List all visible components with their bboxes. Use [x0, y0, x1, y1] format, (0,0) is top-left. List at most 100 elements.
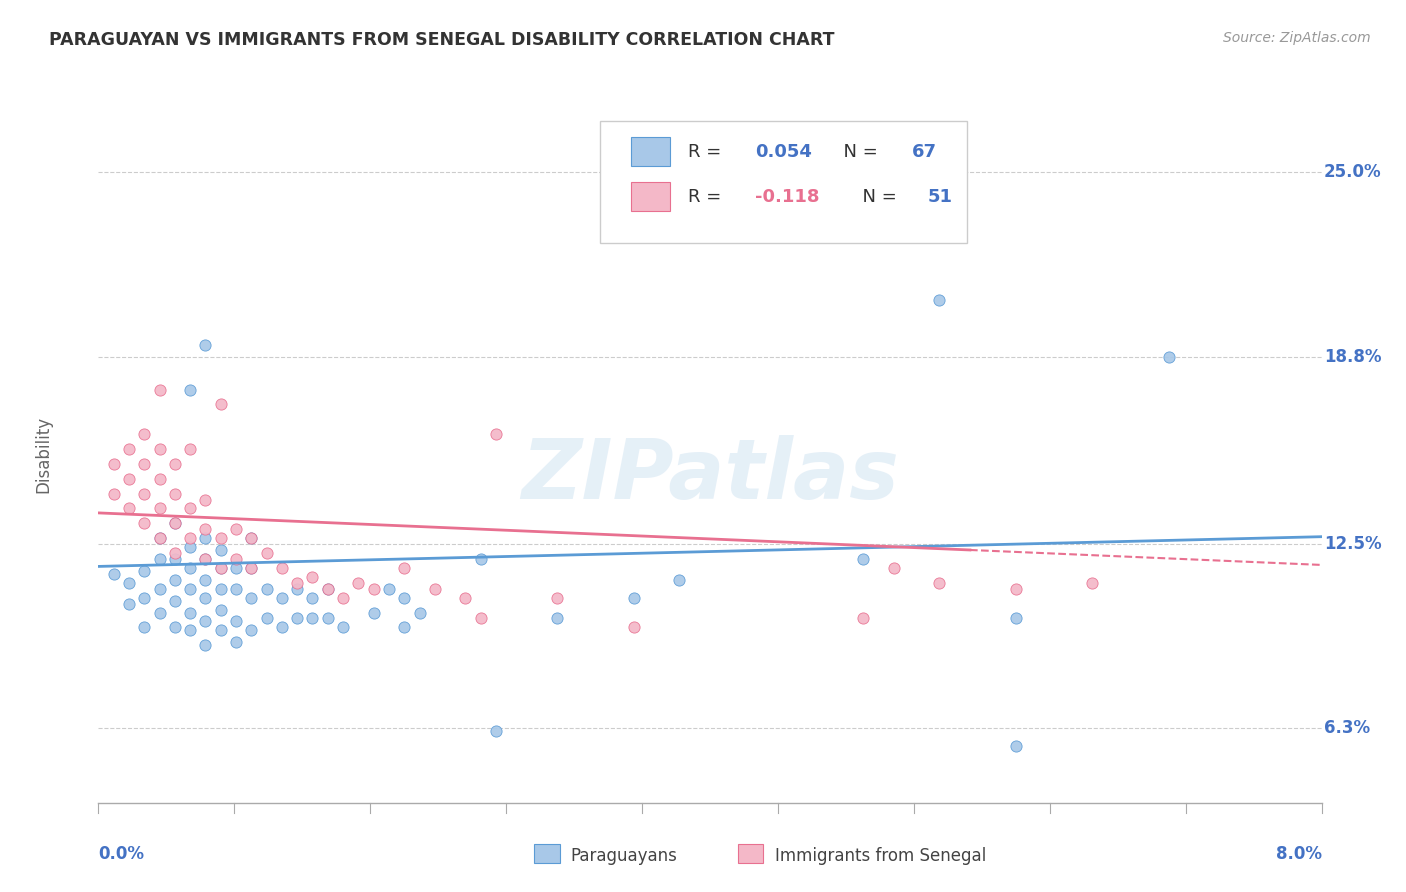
Text: R =: R = — [688, 143, 727, 161]
Point — [179, 540, 201, 554]
Point — [256, 582, 278, 596]
Point — [118, 597, 141, 611]
Point — [134, 564, 156, 578]
Text: Disability: Disability — [34, 417, 52, 493]
Point — [209, 561, 232, 575]
Point — [163, 593, 186, 607]
Point — [179, 383, 201, 397]
Point — [194, 522, 217, 536]
Point — [668, 573, 690, 587]
Point — [470, 611, 492, 625]
Point — [194, 638, 217, 652]
Point — [256, 611, 278, 625]
Text: ZIPatlas: ZIPatlas — [522, 435, 898, 516]
Point — [225, 615, 247, 629]
Text: 8.0%: 8.0% — [1275, 845, 1322, 863]
Text: Paraguayans: Paraguayans — [571, 847, 678, 865]
Point — [149, 582, 172, 596]
Point — [103, 457, 125, 471]
Point — [179, 606, 201, 620]
Text: 51: 51 — [928, 188, 953, 206]
Text: 25.0%: 25.0% — [1324, 163, 1382, 181]
Point — [194, 552, 217, 566]
Point — [347, 575, 370, 590]
Point — [179, 582, 201, 596]
Point — [240, 561, 263, 575]
Point — [163, 552, 186, 566]
Point — [149, 531, 172, 545]
Point — [378, 582, 401, 596]
Point — [408, 606, 430, 620]
Point — [240, 561, 263, 575]
Point — [928, 575, 950, 590]
Point — [163, 457, 186, 471]
Point — [163, 546, 186, 560]
Point — [179, 531, 201, 545]
Point — [149, 501, 172, 516]
Point — [363, 606, 385, 620]
Point — [134, 516, 156, 531]
Text: Immigrants from Senegal: Immigrants from Senegal — [775, 847, 986, 865]
Point — [103, 486, 125, 500]
Point — [225, 635, 247, 649]
Point — [392, 591, 416, 605]
Text: N =: N = — [851, 188, 903, 206]
Point — [883, 561, 905, 575]
Point — [209, 531, 232, 545]
Point — [149, 442, 172, 456]
Point — [225, 522, 247, 536]
Point — [134, 620, 156, 634]
Point — [928, 293, 950, 308]
Point — [1157, 350, 1180, 364]
Point — [194, 531, 217, 545]
Point — [546, 591, 568, 605]
Point — [149, 606, 172, 620]
Point — [392, 561, 416, 575]
Point — [225, 582, 247, 596]
Point — [1081, 575, 1104, 590]
Point — [194, 615, 217, 629]
Point — [392, 620, 416, 634]
Point — [470, 552, 492, 566]
Point — [209, 397, 232, 411]
Point — [194, 492, 217, 507]
Bar — [630, 137, 669, 166]
Point — [179, 561, 201, 575]
Text: 67: 67 — [912, 143, 936, 161]
Text: 6.3%: 6.3% — [1324, 720, 1371, 738]
Point — [285, 575, 308, 590]
Bar — [630, 182, 669, 211]
Point — [149, 552, 172, 566]
Point — [852, 611, 875, 625]
Point — [270, 561, 294, 575]
Point — [118, 472, 141, 486]
Point — [270, 591, 294, 605]
Point — [163, 620, 186, 634]
Point — [179, 442, 201, 456]
Point — [423, 582, 446, 596]
Point — [194, 552, 217, 566]
Point — [332, 620, 354, 634]
Point — [103, 566, 125, 581]
Point — [485, 724, 508, 739]
Text: Source: ZipAtlas.com: Source: ZipAtlas.com — [1223, 31, 1371, 45]
Point — [316, 582, 339, 596]
Point — [316, 582, 339, 596]
Point — [225, 561, 247, 575]
Text: -0.118: -0.118 — [755, 188, 820, 206]
Point — [149, 531, 172, 545]
Point — [149, 472, 172, 486]
Point — [301, 591, 323, 605]
Point — [1004, 739, 1026, 754]
Text: R =: R = — [688, 188, 727, 206]
Point — [163, 516, 186, 531]
Point — [240, 531, 263, 545]
Point — [118, 501, 141, 516]
Text: N =: N = — [832, 143, 884, 161]
Point — [623, 620, 645, 634]
Point — [485, 427, 508, 442]
Text: 0.0%: 0.0% — [98, 845, 145, 863]
Text: 12.5%: 12.5% — [1324, 535, 1382, 553]
Point — [209, 543, 232, 558]
Point — [301, 570, 323, 584]
